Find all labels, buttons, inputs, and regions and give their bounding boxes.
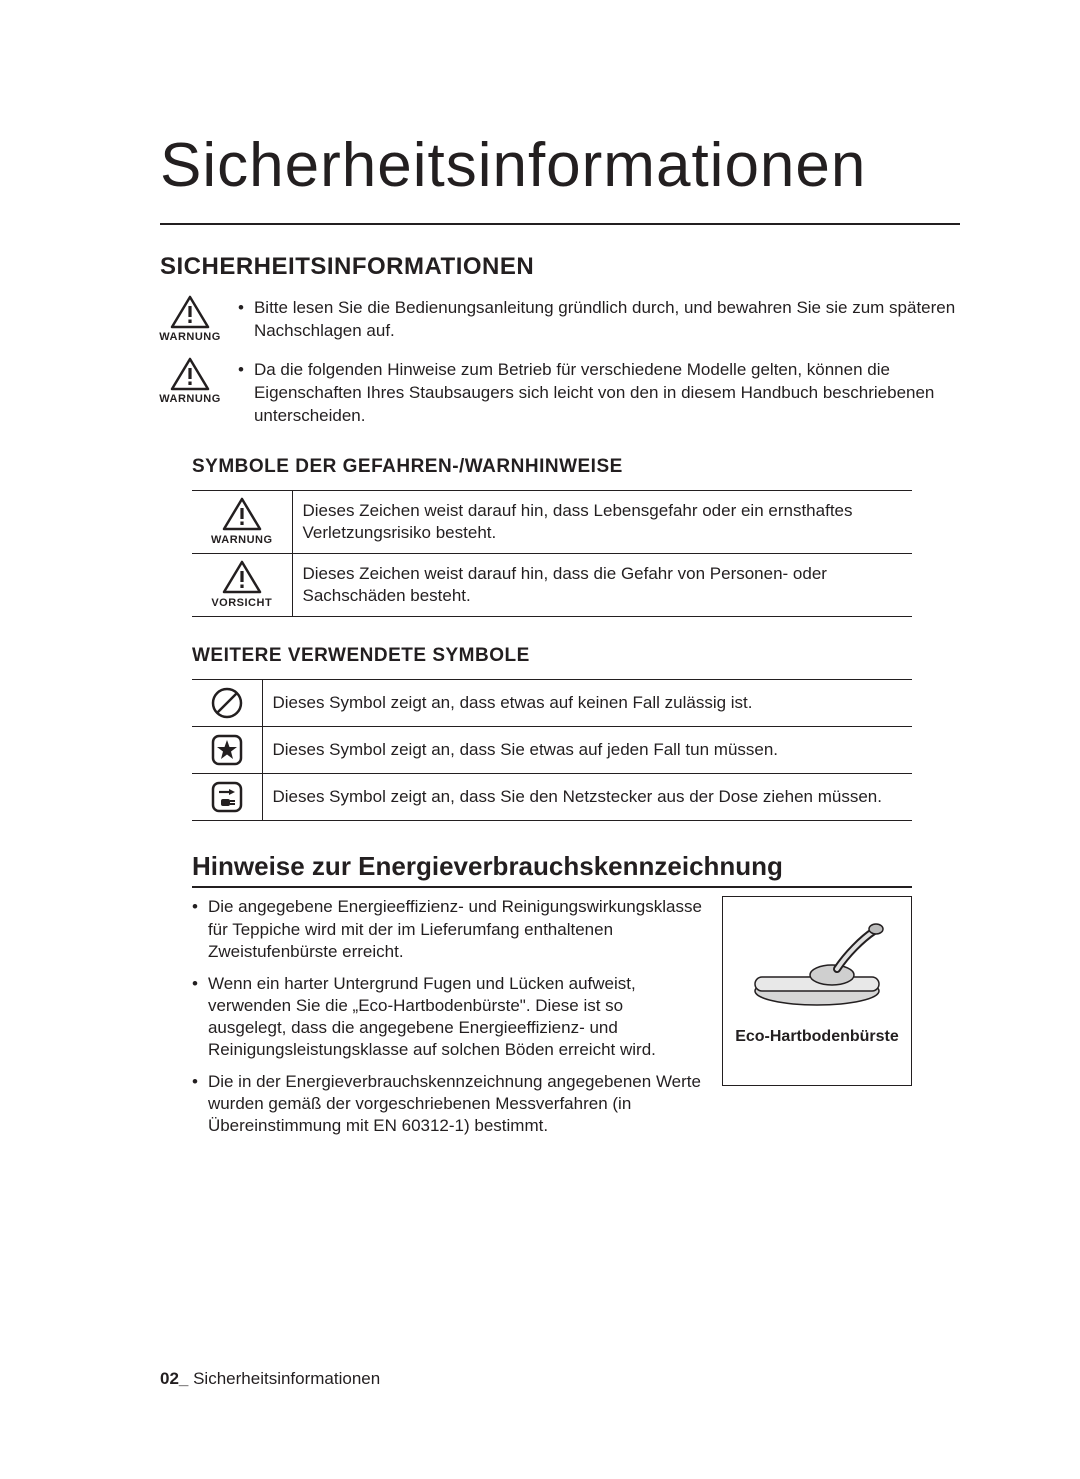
warning-triangle-icon <box>222 497 262 531</box>
icon-cell <box>192 680 262 727</box>
energy-item-2: • Wenn ein harter Untergrund Fugen und L… <box>192 973 704 1061</box>
footer-label: Sicherheitsinformationen <box>188 1369 380 1388</box>
bullet: • <box>238 297 244 343</box>
icon-cell: WARNUNG <box>192 490 292 553</box>
warning-text-1: • Bitte lesen Sie die Bedienungsanleitun… <box>238 295 960 343</box>
unplug-icon <box>210 780 244 814</box>
warning-label: WARNUNG <box>159 393 221 405</box>
symbol-description: Dieses Symbol zeigt an, dass etwas auf k… <box>262 680 912 727</box>
eco-brush-icon <box>742 909 892 1019</box>
bullet: • <box>192 1071 198 1137</box>
warning-text-content: Da die folgenden Hinweise zum Betrieb fü… <box>254 359 960 428</box>
warning-triangle-icon <box>170 295 210 329</box>
symbol-table-2: Dieses Symbol zeigt an, dass etwas auf k… <box>192 679 912 821</box>
table-row: VORSICHT Dieses Zeichen weist darauf hin… <box>192 554 912 617</box>
brush-caption: Eco-Hartbodenbürste <box>735 1027 899 1047</box>
table-row: Dieses Symbol zeigt an, dass Sie etwas a… <box>192 727 912 774</box>
sub-heading-symbols: SYMBOLE DER GEFAHREN-/WARNHINWEISE <box>192 456 960 478</box>
energy-heading: Hinweise zur Energieverbrauchskennzeichn… <box>192 851 912 888</box>
energy-item-1: • Die angegebene Energieeffizienz- und R… <box>192 896 704 962</box>
icon-cell <box>192 774 262 821</box>
title-rule <box>160 223 960 225</box>
caution-triangle-icon <box>222 560 262 594</box>
symbol-table-1: WARNUNG Dieses Zeichen weist darauf hin,… <box>192 490 912 618</box>
section-heading-safety: SICHERHEITSINFORMATIONEN <box>160 253 960 281</box>
icon-caption: WARNUNG <box>211 533 273 547</box>
symbol-description: Dieses Zeichen weist darauf hin, dass di… <box>292 554 912 617</box>
warning-label: WARNUNG <box>159 331 221 343</box>
page-footer: 02_ Sicherheitsinformationen <box>160 1369 380 1389</box>
warning-block-1: WARNUNG • Bitte lesen Sie die Bedienungs… <box>160 295 960 343</box>
symbol-description: Dieses Zeichen weist darauf hin, dass Le… <box>292 490 912 553</box>
energy-text: Die angegebene Energieeffizienz- und Rei… <box>208 896 704 962</box>
prohibit-icon <box>210 686 244 720</box>
icon-caption: VORSICHT <box>211 596 272 610</box>
table-row: WARNUNG Dieses Zeichen weist darauf hin,… <box>192 490 912 553</box>
table-row: Dieses Symbol zeigt an, dass etwas auf k… <box>192 680 912 727</box>
star-box-icon <box>210 733 244 767</box>
warning-icon-col: WARNUNG <box>160 295 220 343</box>
warning-block-2: WARNUNG • Da die folgenden Hinweise zum … <box>160 357 960 428</box>
page-title: Sicherheitsinformationen <box>160 130 960 201</box>
energy-text: Wenn ein harter Untergrund Fugen und Lüc… <box>208 973 704 1061</box>
warning-triangle-icon <box>170 357 210 391</box>
symbol-description: Dieses Symbol zeigt an, dass Sie etwas a… <box>262 727 912 774</box>
icon-cell: VORSICHT <box>192 554 292 617</box>
bullet: • <box>238 359 244 428</box>
warning-text-2: • Da die folgenden Hinweise zum Betrieb … <box>238 357 960 428</box>
eco-brush-box: Eco-Hartbodenbürste <box>722 896 912 1086</box>
energy-content-row: • Die angegebene Energieeffizienz- und R… <box>192 896 912 1147</box>
warning-text-content: Bitte lesen Sie die Bedienungsanleitung … <box>254 297 960 343</box>
table-row: Dieses Symbol zeigt an, dass Sie den Net… <box>192 774 912 821</box>
symbol-description: Dieses Symbol zeigt an, dass Sie den Net… <box>262 774 912 821</box>
sub-heading-other-symbols: WEITERE VERWENDETE SYMBOLE <box>192 645 960 667</box>
warning-icon-col: WARNUNG <box>160 357 220 405</box>
energy-item-3: • Die in der Energieverbrauchskennzeichn… <box>192 1071 704 1137</box>
icon-cell <box>192 727 262 774</box>
bullet: • <box>192 973 198 1061</box>
bullet: • <box>192 896 198 962</box>
footer-page-number: 02_ <box>160 1369 188 1388</box>
energy-text: Die in der Energieverbrauchskennzeichnun… <box>208 1071 704 1137</box>
energy-bullet-list: • Die angegebene Energieeffizienz- und R… <box>192 896 704 1147</box>
